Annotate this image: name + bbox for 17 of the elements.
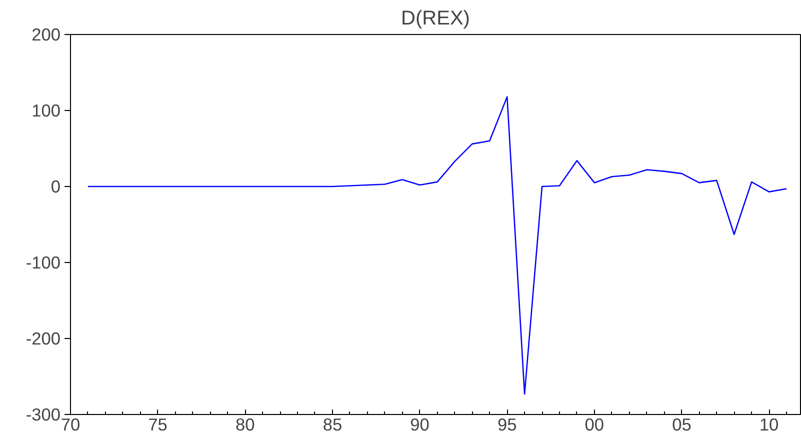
y-tick-label: -100 [26, 252, 61, 272]
y-tick-label: -200 [26, 328, 61, 348]
x-tick-label: 00 [584, 414, 604, 434]
line-series [87, 96, 788, 395]
x-tick-label: 75 [148, 414, 168, 434]
x-tick-label: 95 [497, 414, 517, 434]
y-tick-label: -300 [26, 404, 61, 424]
x-tick-label: 10 [759, 414, 779, 434]
chart-title: D(REX) [401, 8, 470, 30]
x-tick-label: 70 [60, 414, 80, 434]
y-tick-label: 200 [32, 24, 61, 44]
x-tick-label: 85 [322, 414, 342, 434]
x-tick-label: 80 [236, 414, 255, 434]
y-tick-label: 100 [32, 100, 61, 120]
x-tick-label: 90 [410, 414, 430, 434]
y-tick-label: 0 [50, 176, 61, 196]
x-tick-label: 05 [672, 414, 692, 434]
